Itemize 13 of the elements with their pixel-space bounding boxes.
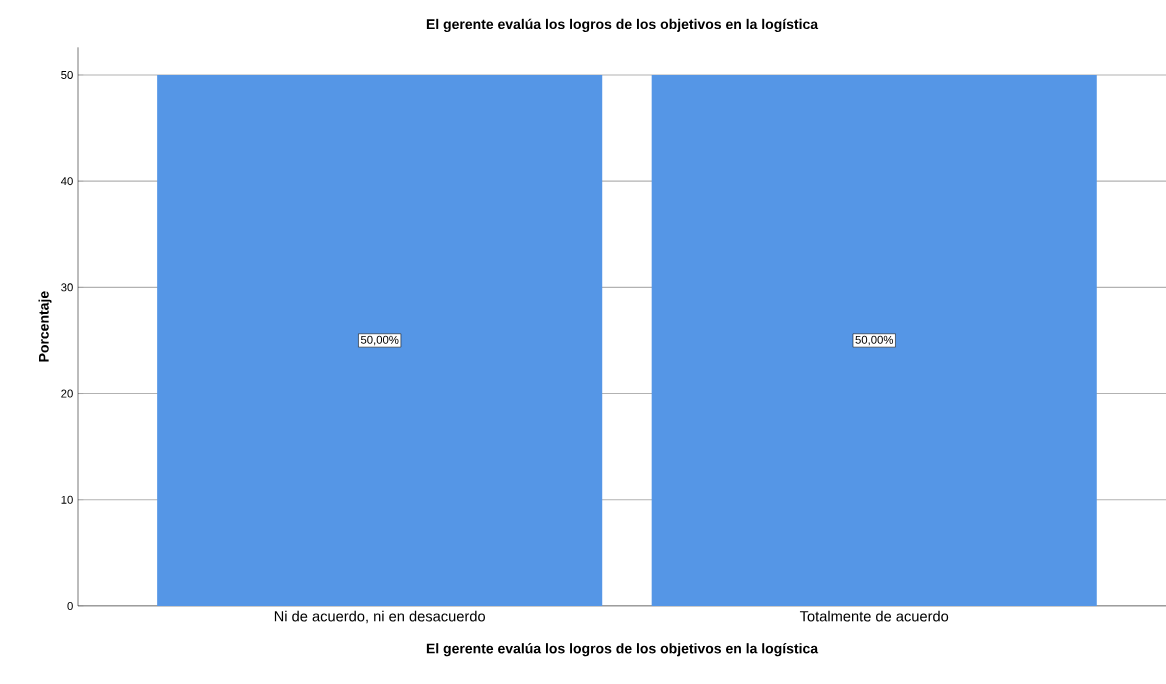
x-tick-label: Ni de acuerdo, ni en desacuerdo <box>274 610 485 624</box>
y-tick-label: 40 <box>60 177 73 186</box>
y-axis-title: Porcentaje <box>38 291 52 362</box>
x-axis-title: El gerente evalúa los logros de los objetivos en la logística <box>426 643 819 657</box>
data-label: 50,00% <box>360 335 399 346</box>
y-tick-label: 30 <box>61 283 73 292</box>
x-tick-label: Totalmente de acuerdo <box>799 610 949 622</box>
y-tick-label: 20 <box>61 389 73 398</box>
y-tick-label: 50 <box>61 70 73 79</box>
y-tick-label: 10 <box>61 495 73 504</box>
chart-title: El gerente evalúa los logros de los objetivos en la logística <box>426 18 819 32</box>
data-label: 50,00% <box>855 335 894 346</box>
y-tick-label: 0 <box>67 601 73 610</box>
